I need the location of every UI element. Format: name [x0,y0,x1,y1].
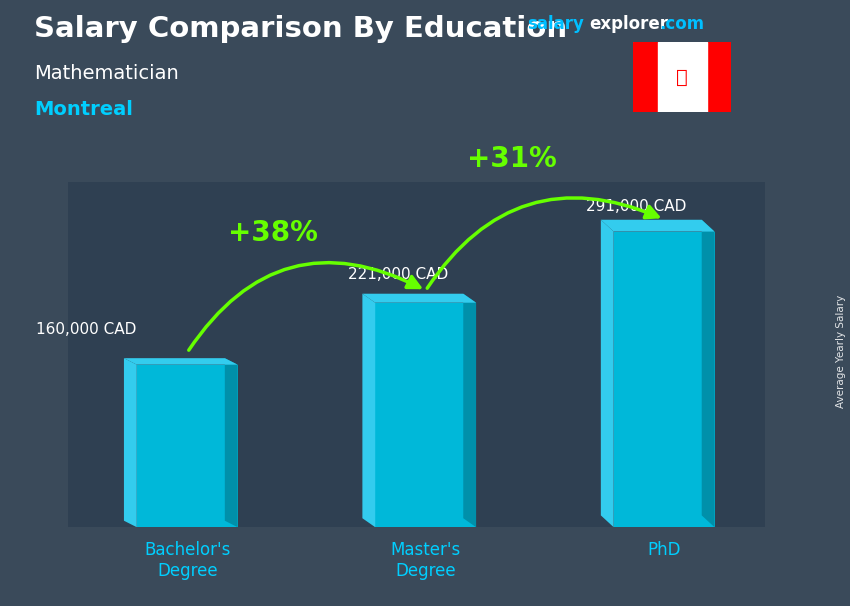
Text: 221,000 CAD: 221,000 CAD [348,267,448,282]
Text: +31%: +31% [467,145,557,173]
Bar [137,365,238,527]
Polygon shape [124,358,137,527]
Bar [614,231,715,527]
Bar [658,42,706,112]
Polygon shape [463,294,476,527]
Text: .com: .com [660,15,705,33]
Text: salary: salary [527,15,584,33]
Polygon shape [362,294,476,302]
Bar [706,42,731,112]
Text: 🍁: 🍁 [677,68,688,87]
Bar [633,42,658,112]
Polygon shape [124,358,238,365]
Text: 291,000 CAD: 291,000 CAD [586,199,687,215]
Polygon shape [601,220,614,527]
Text: +38%: +38% [229,219,319,247]
Polygon shape [224,358,238,527]
Polygon shape [601,220,715,231]
Polygon shape [702,220,715,527]
Text: Salary Comparison By Education: Salary Comparison By Education [34,15,567,43]
Bar [375,302,476,527]
Text: explorer: explorer [589,15,668,33]
Text: Mathematician: Mathematician [34,64,178,82]
Polygon shape [362,294,375,527]
Text: Average Yearly Salary: Average Yearly Salary [836,295,846,408]
Text: 160,000 CAD: 160,000 CAD [37,322,137,337]
Text: Montreal: Montreal [34,100,133,119]
